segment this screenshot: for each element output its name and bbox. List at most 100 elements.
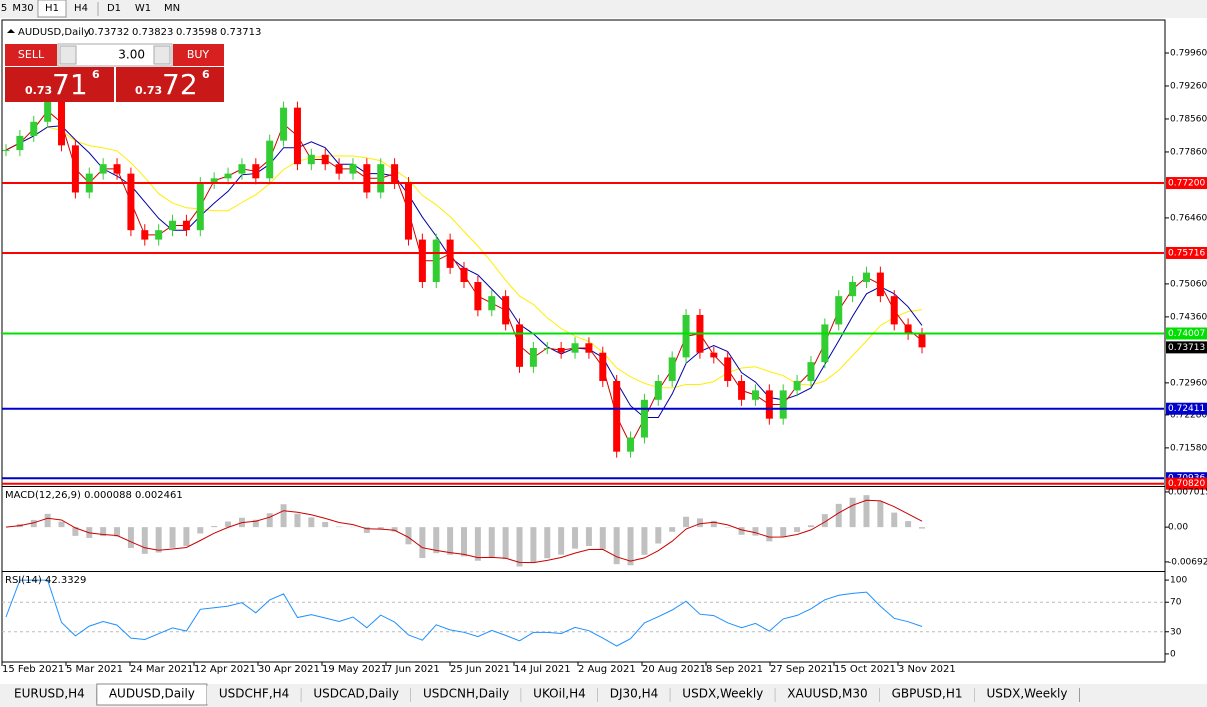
sell-label[interactable]: SELL — [18, 48, 45, 61]
macd-bar — [461, 527, 467, 557]
candle — [252, 164, 260, 179]
tab[interactable] — [879, 686, 975, 704]
macd-bar — [780, 527, 787, 537]
tab-label[interactable]: USDCNH,Daily — [423, 687, 509, 701]
macd-bar — [807, 525, 814, 528]
price-label: 0.79260 — [1170, 81, 1207, 91]
tab[interactable] — [670, 686, 776, 704]
macd-bar — [905, 521, 912, 528]
tab-label[interactable]: EURUSD,H4 — [14, 687, 85, 701]
tab[interactable] — [301, 686, 411, 704]
candle — [335, 164, 343, 174]
macd-bar — [585, 527, 592, 547]
macd-bar — [58, 521, 65, 528]
tab[interactable] — [775, 686, 880, 704]
tab-label[interactable]: DJ30,H4 — [610, 687, 659, 701]
timeframe[interactable]: H1 — [45, 3, 59, 14]
date-label: 27 Sep 2021 — [770, 664, 833, 675]
rsi-tick: 100 — [1170, 576, 1187, 586]
tab[interactable] — [597, 686, 671, 704]
candle — [293, 107, 301, 165]
current-label: 0.73713 — [1168, 343, 1205, 353]
candle — [238, 164, 246, 174]
timeframe[interactable]: 5 — [1, 3, 7, 14]
tab-label[interactable]: UKOil,H4 — [533, 687, 586, 701]
timeframe[interactable]: D1 — [107, 3, 121, 14]
tab-label[interactable]: USDX,Weekly — [682, 687, 763, 701]
tab-label[interactable]: XAUUSD,M30 — [787, 687, 867, 701]
timeframe[interactable]: W1 — [135, 3, 151, 14]
candle — [613, 380, 621, 452]
tab-label[interactable]: USDX,Weekly — [986, 687, 1067, 701]
macd-bar — [766, 527, 773, 542]
candle — [529, 347, 537, 367]
sell-sup: 6 — [92, 68, 100, 81]
ohlc: 0.73823 — [132, 27, 173, 38]
date-label: 7 Jun 2021 — [386, 664, 440, 675]
candle — [738, 380, 746, 400]
candle — [849, 282, 857, 297]
tab[interactable] — [206, 686, 302, 704]
tab-label[interactable]: USDCHF,H4 — [219, 687, 289, 701]
tab[interactable] — [974, 686, 1080, 704]
candle — [44, 100, 52, 122]
macd-bar — [322, 521, 329, 528]
lots-down[interactable] — [59, 45, 77, 65]
tab-label[interactable]: AUDUSD,Daily — [109, 687, 195, 701]
candle — [599, 352, 607, 381]
candle — [391, 164, 399, 184]
date-label: 30 Apr 2021 — [258, 664, 320, 675]
tab-label[interactable]: GBPUSD,H1 — [892, 687, 963, 701]
candle — [807, 362, 815, 381]
date-label: 14 Jul 2021 — [514, 664, 571, 675]
candle — [543, 347, 551, 349]
candle — [30, 121, 38, 136]
candle — [71, 145, 79, 193]
macd-bar — [447, 527, 454, 555]
macd-bar — [336, 526, 343, 528]
lots-input[interactable] — [57, 43, 173, 67]
buy-price-box[interactable] — [116, 67, 224, 102]
sell-price-box[interactable] — [5, 67, 114, 102]
tab[interactable] — [410, 686, 522, 704]
candle — [627, 437, 635, 452]
timeframe[interactable]: H4 — [74, 3, 88, 14]
lots: 3.00 — [118, 48, 145, 62]
chart-area — [0, 18, 1207, 685]
macd-bar — [391, 527, 398, 532]
candle — [266, 140, 274, 179]
candle — [418, 239, 426, 283]
buy-button[interactable] — [173, 44, 224, 66]
collapse-icon[interactable] — [7, 29, 15, 33]
date-label: 15 Feb 2021 — [2, 664, 64, 675]
sell-big: 71 — [52, 68, 88, 101]
candle — [321, 154, 329, 165]
timeframe[interactable]: MN — [164, 3, 180, 14]
timeframe[interactable]: M30 — [12, 3, 33, 14]
tab[interactable] — [521, 686, 598, 704]
price-label: 0.71580 — [1170, 443, 1207, 453]
buy-label[interactable]: BUY — [187, 48, 210, 61]
date-label: 5 Mar 2021 — [66, 664, 123, 675]
candle — [890, 296, 898, 325]
macd-label: MACD(12,26,9) 0.000088 0.002461 — [5, 490, 183, 501]
price-label: 0.72960 — [1170, 378, 1207, 388]
macd-tick: 0.00 — [1168, 523, 1188, 533]
buy-sup: 6 — [202, 68, 210, 81]
candle — [821, 324, 829, 363]
macd-bar — [280, 504, 287, 528]
macd-bar — [696, 518, 703, 528]
lots-up[interactable] — [153, 45, 171, 65]
sell-button[interactable] — [5, 44, 57, 66]
macd-bar — [655, 527, 662, 544]
candle — [654, 380, 662, 400]
macd-bar — [169, 527, 176, 548]
tab[interactable] — [2, 686, 97, 704]
candle — [127, 173, 135, 231]
candle — [155, 230, 163, 240]
date-label: 3 Nov 2021 — [898, 664, 956, 675]
candle — [349, 164, 357, 174]
symbol: AUDUSD,Daily — [18, 27, 90, 38]
tab-label[interactable]: USDCAD,Daily — [313, 687, 399, 701]
level-label: 0.77200 — [1168, 179, 1205, 189]
